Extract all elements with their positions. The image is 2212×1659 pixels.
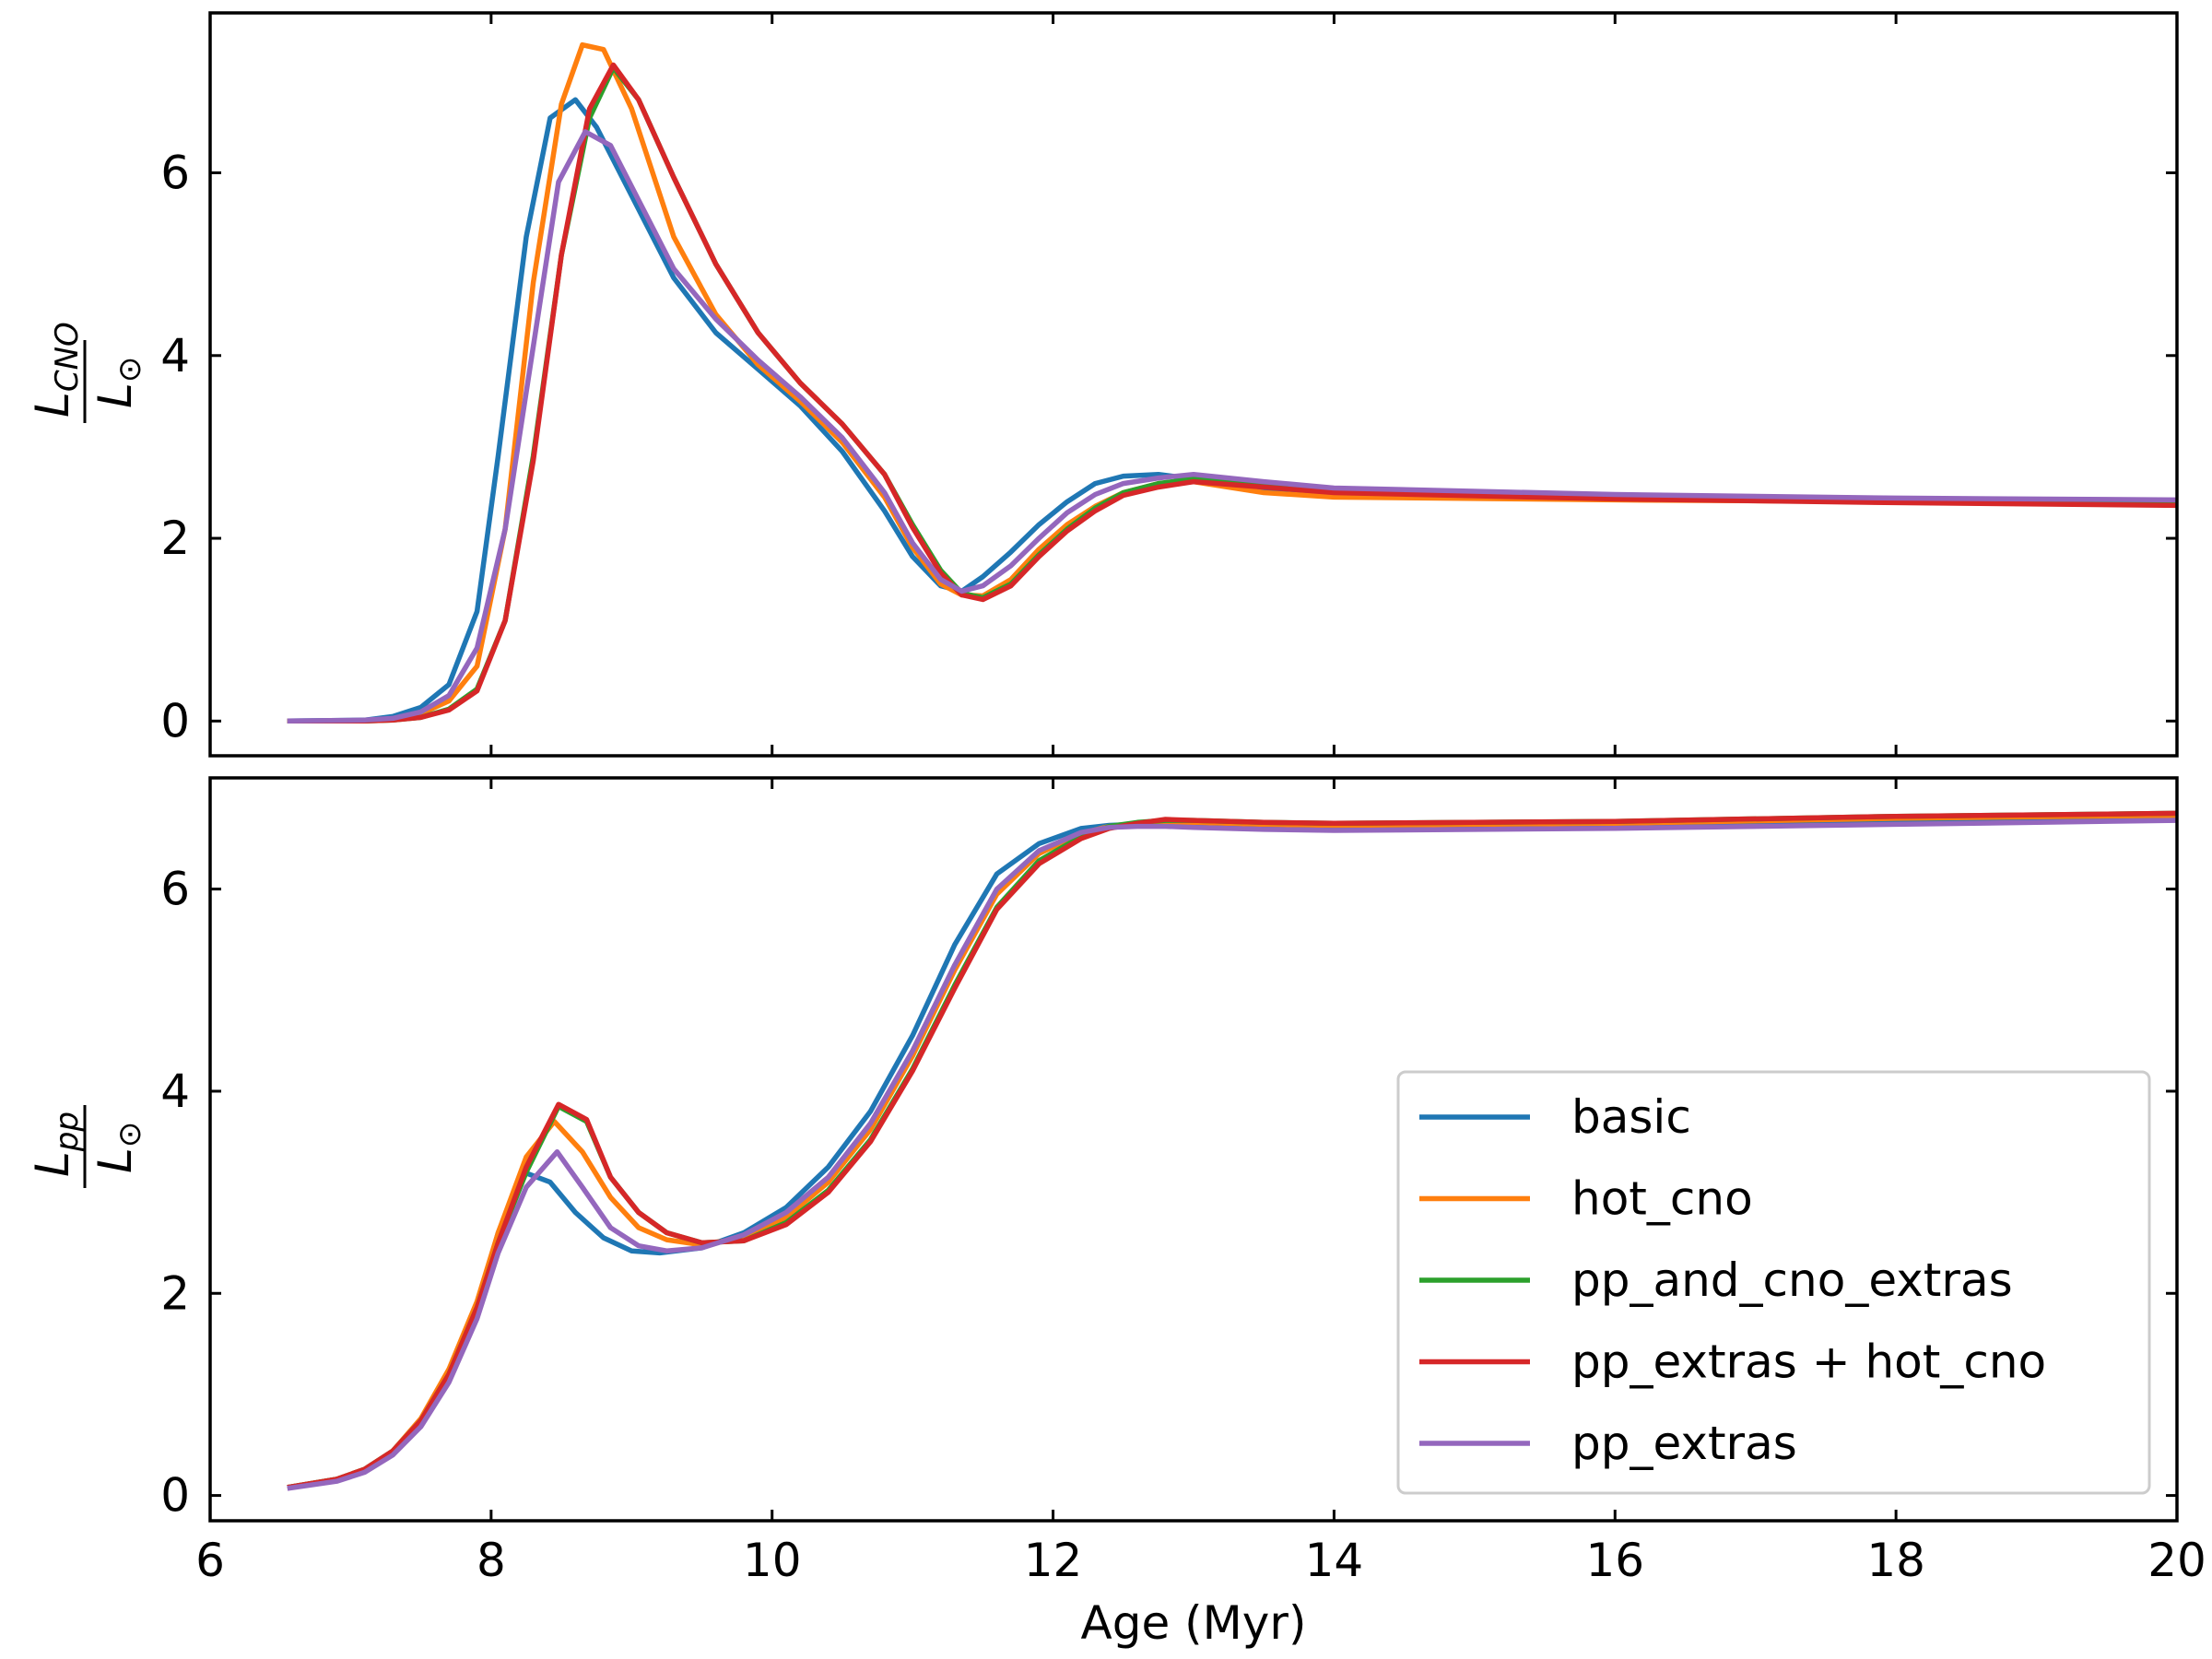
pp-y-tick-label: 6 bbox=[160, 863, 190, 916]
pp-ylabel-numerator: Lpp bbox=[26, 1112, 86, 1177]
pp-luminosity-panel: 6 8 10 12 14 16 18 20 0 2 4 6 Lpp L⊙ basic hot_cnopp… bbox=[26, 776, 2206, 1650]
cno-series-line-pp-extras bbox=[287, 129, 2178, 724]
cno-ylabel-denominator: L⊙ bbox=[88, 357, 148, 408]
cno-luminosity-panel: 0 2 4 6 LCNO L⊙ bbox=[26, 11, 2179, 758]
legend-label: pp_and_cno_extras bbox=[1571, 1253, 2013, 1307]
x-tick-label: 18 bbox=[1866, 1534, 1925, 1587]
pp-series-group bbox=[287, 810, 2178, 1491]
pp-panel-frame bbox=[208, 776, 2179, 1523]
cno-series-line-pp-extras-hot-cno bbox=[287, 62, 2178, 724]
legend-label: basic bbox=[1571, 1090, 1691, 1144]
cno-ylabel-numerator: LCNO bbox=[26, 322, 86, 418]
cno-panel-frame bbox=[208, 11, 2179, 758]
pp-y-tick-label: 0 bbox=[160, 1469, 190, 1523]
pp-ylabel-denominator: L⊙ bbox=[88, 1122, 148, 1173]
x-tick-label: 6 bbox=[195, 1534, 225, 1587]
x-tick-label: 16 bbox=[1585, 1534, 1644, 1587]
pp-y-tick-label: 2 bbox=[160, 1266, 190, 1320]
x-axis-label: Age (Myr) bbox=[1081, 1596, 1307, 1650]
cno-series-group bbox=[287, 41, 2178, 724]
x-tick-label: 10 bbox=[743, 1534, 802, 1587]
x-tick-label: 8 bbox=[477, 1534, 506, 1587]
x-tick-label: 14 bbox=[1305, 1534, 1364, 1587]
legend: basic hot_cno pp_and_cno_extras pp_extras +… bbox=[1396, 1070, 2151, 1495]
legend-frame bbox=[1396, 1070, 2151, 1495]
cno-y-tick-label: 0 bbox=[160, 694, 190, 747]
cno-y-tick-label: 4 bbox=[160, 329, 190, 382]
pp-series-line-pp-extras bbox=[287, 818, 2178, 1491]
pp-series-line-pp-extras-hot-cno bbox=[287, 810, 2178, 1490]
pp-y-axis-label: Lpp L⊙ bbox=[26, 1105, 148, 1188]
cno-tick-group: 0 2 4 6 bbox=[160, 13, 2179, 756]
legend-items: basic hot_cno pp_and_cno_extras pp_extras +… bbox=[1419, 1090, 2046, 1470]
cno-y-tick-label: 6 bbox=[160, 146, 190, 199]
x-tick-label: 12 bbox=[1024, 1534, 1083, 1587]
pp-tick-group: 6 8 10 12 14 16 18 20 0 2 4 6 bbox=[160, 778, 2206, 1587]
pp-y-tick-label: 4 bbox=[160, 1065, 190, 1118]
legend-label: hot_cno bbox=[1571, 1172, 1753, 1226]
legend-label: pp_extras + hot_cno bbox=[1571, 1335, 2046, 1389]
legend-label: pp_extras bbox=[1571, 1417, 1797, 1470]
cno-y-axis-label: LCNO L⊙ bbox=[26, 322, 148, 423]
cno-y-tick-label: 2 bbox=[160, 512, 190, 565]
x-tick-label: 20 bbox=[2147, 1534, 2206, 1587]
